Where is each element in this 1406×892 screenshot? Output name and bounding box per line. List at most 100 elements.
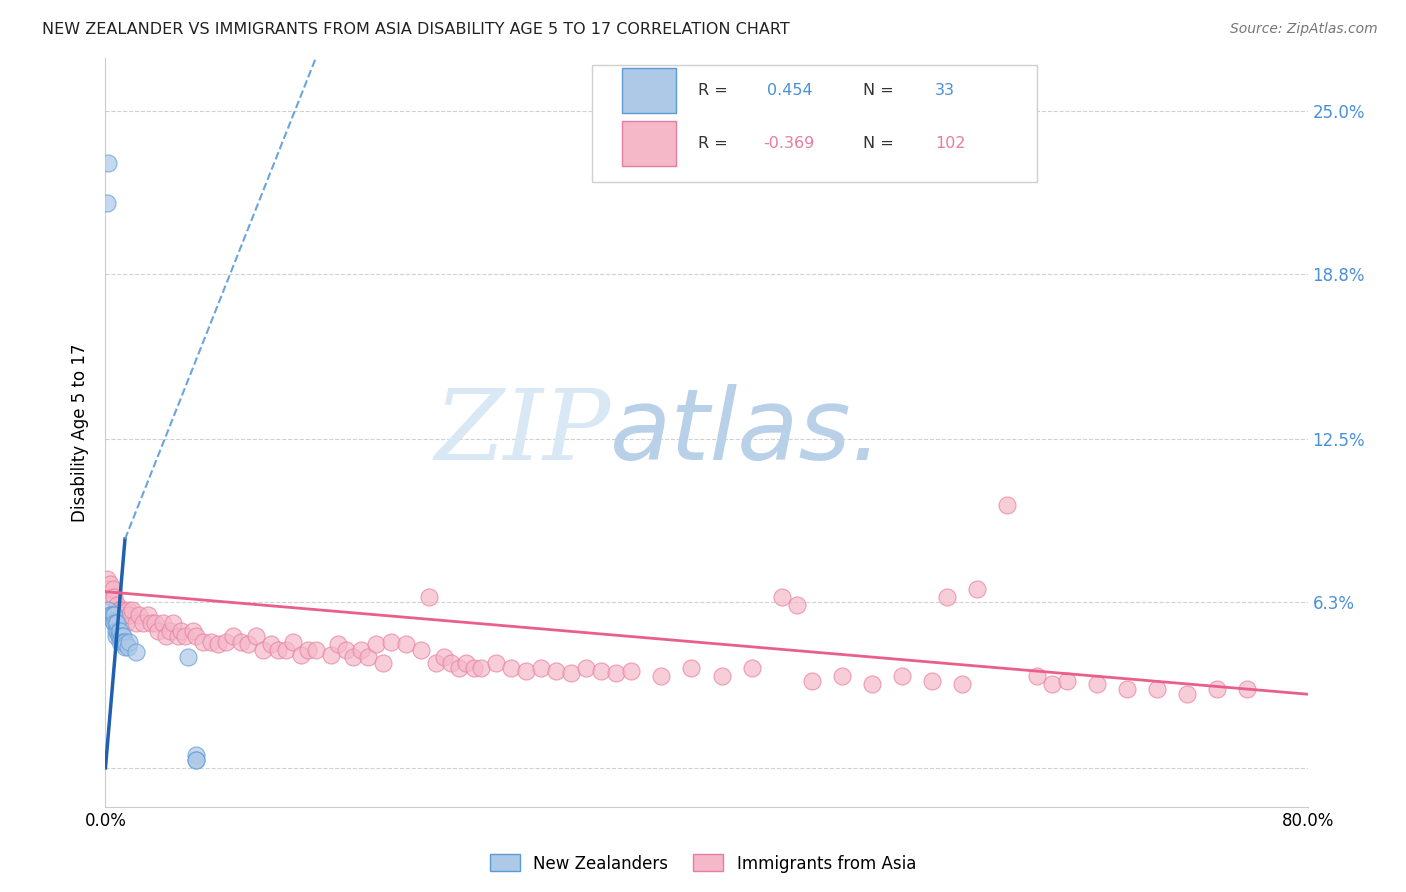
- Point: [181, 624, 204, 639]
- Point: [139, 616, 162, 631]
- Point: [115, 616, 138, 631]
- Text: N =: N =: [863, 136, 894, 151]
- Point: [335, 642, 357, 657]
- Point: [103, 616, 125, 631]
- Point: [112, 629, 135, 643]
- Point: [560, 666, 582, 681]
- Point: [305, 642, 328, 657]
- FancyBboxPatch shape: [592, 65, 1038, 182]
- Point: [267, 642, 290, 657]
- Point: [101, 608, 124, 623]
- Point: [966, 582, 988, 596]
- Point: [260, 637, 283, 651]
- Bar: [623, 69, 676, 113]
- Point: [1146, 681, 1168, 696]
- Text: 0.454: 0.454: [766, 84, 813, 98]
- Point: [101, 614, 124, 628]
- Point: [1175, 687, 1198, 701]
- Point: [328, 637, 350, 651]
- Point: [108, 624, 131, 639]
- Point: [831, 669, 853, 683]
- Point: [117, 640, 139, 654]
- Text: NEW ZEALANDER VS IMMIGRANTS FROM ASIA DISABILITY AGE 5 TO 17 CORRELATION CHART: NEW ZEALANDER VS IMMIGRANTS FROM ASIA DI…: [42, 22, 790, 37]
- Point: [214, 634, 236, 648]
- Point: [454, 656, 477, 670]
- Point: [174, 629, 197, 643]
- Point: [118, 608, 141, 623]
- Point: [591, 664, 613, 678]
- Point: [111, 634, 134, 648]
- Point: [184, 629, 207, 643]
- Point: [124, 645, 146, 659]
- Point: [112, 634, 135, 648]
- Point: [177, 650, 200, 665]
- Point: [515, 664, 537, 678]
- Point: [425, 656, 447, 670]
- Text: 102: 102: [935, 136, 966, 151]
- Point: [169, 624, 191, 639]
- Point: [546, 664, 568, 678]
- Point: [741, 661, 763, 675]
- Point: [222, 629, 245, 643]
- Point: [114, 608, 136, 623]
- Point: [229, 634, 252, 648]
- Point: [96, 195, 118, 210]
- Point: [103, 590, 125, 604]
- Point: [191, 634, 214, 648]
- Point: [184, 753, 207, 767]
- Point: [274, 642, 297, 657]
- Point: [117, 603, 139, 617]
- Point: [1056, 674, 1078, 689]
- Point: [155, 629, 177, 643]
- Point: [921, 674, 943, 689]
- Legend: New Zealanders, Immigrants from Asia: New Zealanders, Immigrants from Asia: [484, 847, 922, 880]
- Point: [118, 634, 141, 648]
- Point: [245, 629, 267, 643]
- Point: [166, 629, 188, 643]
- Point: [1116, 681, 1139, 696]
- Point: [936, 590, 959, 604]
- Point: [100, 590, 122, 604]
- Point: [786, 598, 808, 612]
- Point: [463, 661, 485, 675]
- Point: [283, 634, 305, 648]
- Point: [501, 661, 523, 675]
- Point: [1026, 669, 1049, 683]
- Point: [950, 676, 973, 690]
- Point: [418, 590, 440, 604]
- Point: [103, 608, 125, 623]
- Point: [184, 753, 207, 767]
- Point: [319, 648, 342, 662]
- Point: [650, 669, 672, 683]
- Point: [432, 650, 454, 665]
- Point: [605, 666, 627, 681]
- Point: [297, 642, 319, 657]
- Point: [1040, 676, 1063, 690]
- Text: N =: N =: [863, 84, 894, 98]
- Point: [162, 616, 184, 631]
- Point: [101, 582, 124, 596]
- Point: [128, 608, 150, 623]
- Point: [409, 642, 432, 657]
- Point: [107, 598, 129, 612]
- Text: Source: ZipAtlas.com: Source: ZipAtlas.com: [1230, 22, 1378, 37]
- Point: [485, 656, 508, 670]
- Point: [124, 616, 146, 631]
- Point: [121, 603, 143, 617]
- Point: [681, 661, 703, 675]
- Point: [100, 608, 122, 623]
- Point: [104, 616, 127, 631]
- Point: [395, 637, 418, 651]
- Point: [97, 603, 120, 617]
- Point: [114, 640, 136, 654]
- Point: [342, 650, 364, 665]
- Point: [800, 674, 823, 689]
- Point: [890, 669, 912, 683]
- Point: [110, 629, 132, 643]
- Point: [770, 590, 793, 604]
- Point: [111, 608, 134, 623]
- Point: [373, 656, 395, 670]
- Point: [252, 642, 274, 657]
- Point: [575, 661, 598, 675]
- Point: [108, 629, 131, 643]
